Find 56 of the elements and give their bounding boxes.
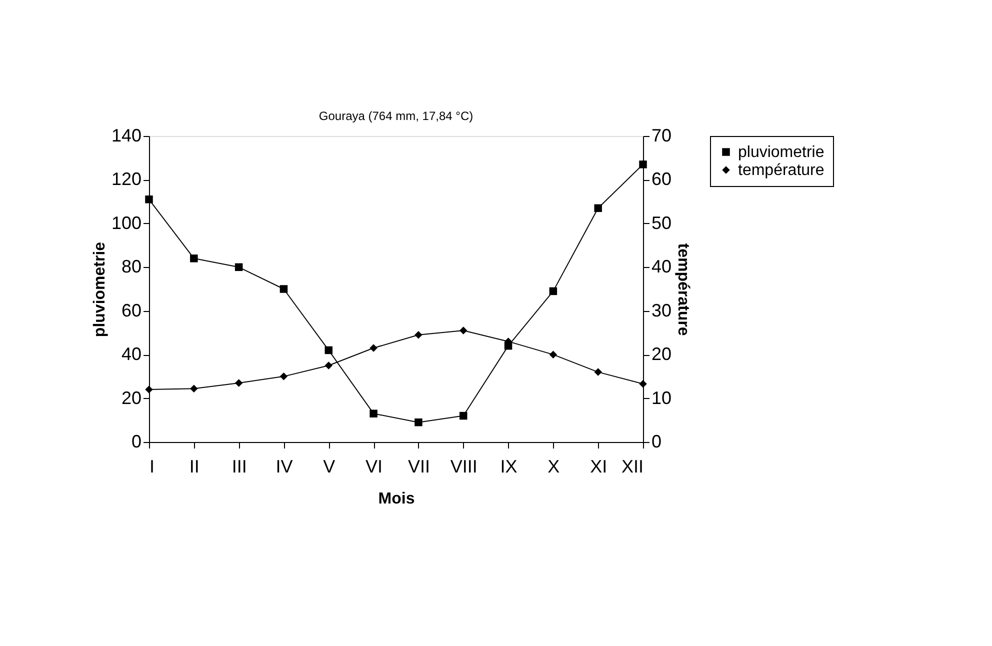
point — [370, 410, 378, 418]
x-tick-label: VIII — [450, 456, 478, 476]
point — [234, 263, 243, 272]
y-tick-label: 40 — [121, 344, 142, 364]
point — [414, 418, 422, 426]
x-tick-label: VI — [366, 456, 383, 476]
y2-tick-label: 30 — [652, 300, 672, 320]
point — [594, 204, 602, 212]
x-tick-label: IX — [500, 456, 518, 476]
point — [549, 287, 558, 296]
y-tick-label: 140 — [111, 126, 142, 146]
point — [594, 368, 602, 376]
y-tick-label: 60 — [121, 300, 142, 320]
y2-tick-label: 60 — [652, 169, 672, 190]
point — [639, 380, 647, 388]
point — [234, 379, 243, 387]
x-tick-label: XI — [590, 456, 608, 476]
point — [459, 326, 468, 334]
chart-title: Gouraya (764 mm, 17,84 °C) — [318, 109, 474, 123]
x-tick-label: I — [150, 456, 155, 476]
point — [639, 160, 647, 168]
x-tick-label: VII — [408, 456, 430, 476]
y2-tick-label: 20 — [652, 344, 672, 364]
y2-tick-label: 40 — [652, 256, 672, 277]
y-tick-label: 0 — [131, 432, 142, 452]
x-tick-label: V — [323, 456, 336, 476]
point — [324, 362, 333, 370]
x-tick-label: XII — [621, 456, 644, 476]
y-tick-label: 120 — [111, 169, 142, 190]
x-tick-label: II — [189, 456, 200, 476]
legend-label: température — [738, 162, 824, 179]
y-tick-label: 80 — [121, 256, 142, 277]
x-tick-label: III — [232, 456, 247, 476]
point — [145, 196, 153, 204]
point — [145, 386, 153, 394]
point — [414, 331, 422, 339]
point — [280, 372, 288, 380]
point — [190, 384, 198, 393]
y2-tick-label: 10 — [652, 388, 672, 408]
x-axis-title: Mois — [378, 490, 415, 508]
y-tick-label: 20 — [121, 388, 142, 408]
point — [190, 254, 198, 262]
x-tick-label: IV — [276, 456, 293, 476]
y2-tick-label: 0 — [652, 432, 662, 452]
point — [370, 344, 378, 352]
y2-tick-label: 70 — [652, 126, 672, 146]
point — [280, 285, 288, 293]
x-tick-label: X — [548, 456, 560, 476]
y-tick-label: 100 — [111, 212, 142, 233]
point — [459, 412, 468, 420]
y2-axis-title: température — [674, 243, 692, 336]
y-axis-title: pluviometrie — [91, 242, 108, 338]
point — [324, 346, 333, 354]
point — [549, 350, 558, 358]
legend-label: pluviometrie — [738, 144, 824, 161]
y2-tick-label: 50 — [652, 212, 672, 233]
